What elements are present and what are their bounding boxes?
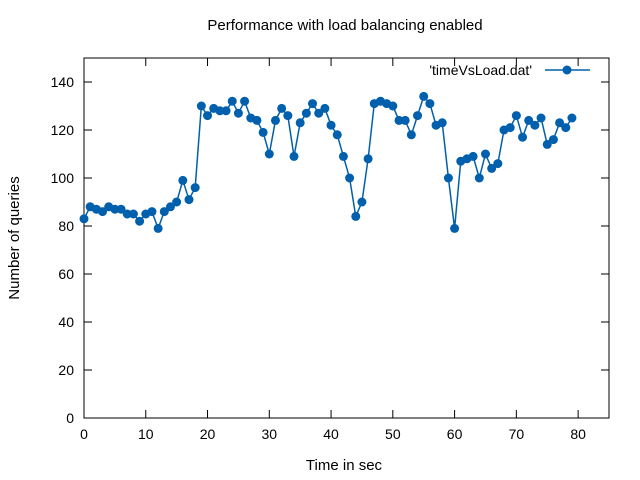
data-point [363, 154, 373, 164]
data-point [332, 130, 342, 140]
x-tick-label: 20 [200, 426, 216, 442]
data-point [536, 113, 546, 123]
data-point [314, 108, 324, 118]
data-point [135, 216, 145, 226]
data-point [308, 99, 318, 109]
legend: 'timeVsLoad.dat' [429, 62, 590, 78]
y-tick-label: 80 [58, 218, 74, 234]
plot-border [83, 57, 610, 419]
y-tick-label: 60 [58, 266, 74, 282]
data-point [555, 118, 565, 128]
legend-label: 'timeVsLoad.dat' [429, 62, 532, 78]
data-point [542, 139, 552, 149]
y-tick-label: 140 [51, 74, 75, 90]
data-point [233, 108, 243, 118]
data-point [116, 204, 126, 214]
y-tick-label: 40 [58, 314, 74, 330]
x-tick-label: 50 [385, 426, 401, 442]
data-point [480, 149, 490, 159]
data-point [240, 96, 250, 106]
data-point [159, 207, 169, 217]
data-point [357, 197, 367, 207]
data-point [172, 197, 182, 207]
data-point [419, 91, 429, 101]
data-point [505, 123, 515, 133]
data-point [468, 151, 478, 161]
data-point [388, 101, 398, 111]
x-tick-label: 70 [509, 426, 525, 442]
data-point [511, 111, 521, 121]
data-point [345, 173, 355, 183]
data-point [413, 111, 423, 121]
data-point [561, 123, 571, 133]
data-point [394, 115, 404, 125]
data-point [524, 115, 534, 125]
data-point [530, 120, 540, 130]
chart-title: Performance with load balancing enabled [207, 17, 482, 34]
plot-frame [83, 57, 610, 419]
data-point [567, 113, 577, 123]
y-tick-label: 0 [66, 410, 74, 426]
y-tick-label: 20 [58, 362, 74, 378]
y-axis-label: Number of queries [6, 176, 23, 299]
data-point [270, 115, 280, 125]
data-point [518, 132, 528, 142]
y-tick-label: 100 [51, 170, 75, 186]
data-point [548, 135, 558, 145]
data-point [351, 211, 361, 221]
data-point [147, 207, 157, 217]
data-point [203, 111, 213, 121]
y-axis: 0 20 40 60 80 100 120 140 [51, 74, 609, 426]
data-point [227, 96, 237, 106]
data-point [338, 151, 348, 161]
data-point [98, 207, 108, 217]
data-point [493, 159, 503, 169]
data-point [122, 209, 132, 219]
data-point [277, 103, 287, 113]
data-point [474, 173, 484, 183]
data-point [425, 99, 435, 109]
data-point [450, 223, 460, 233]
data-point [196, 101, 206, 111]
data-point [326, 120, 336, 130]
x-tick-label: 40 [323, 426, 339, 442]
data-point [301, 108, 311, 118]
data-point [184, 195, 194, 205]
data-point [289, 151, 299, 161]
data-point [283, 111, 293, 121]
x-tick-label: 10 [138, 426, 154, 442]
x-axis-label: Time in sec [306, 457, 383, 474]
data-point [487, 163, 497, 173]
series-layer [79, 91, 577, 233]
legend-marker [562, 65, 572, 75]
x-tick-label: 80 [570, 426, 586, 442]
data-point [190, 183, 200, 193]
x-tick-label: 60 [447, 426, 463, 442]
data-point [221, 106, 231, 116]
data-point [79, 214, 89, 224]
x-tick-label: 0 [80, 426, 88, 442]
y-tick-label: 120 [51, 122, 75, 138]
data-point [406, 130, 416, 140]
data-point [128, 209, 138, 219]
data-point [110, 204, 120, 214]
data-point [264, 149, 274, 159]
data-point [258, 127, 268, 137]
data-point [153, 223, 163, 233]
data-point [437, 118, 447, 128]
data-point [320, 103, 330, 113]
data-point [400, 115, 410, 125]
data-point [215, 106, 225, 116]
data-point [165, 202, 175, 212]
x-tick-label: 30 [262, 426, 278, 442]
x-axis: 0 10 20 30 40 50 60 70 80 [80, 58, 586, 442]
data-point [178, 175, 188, 185]
data-point [252, 115, 262, 125]
data-point [443, 173, 453, 183]
data-point [295, 118, 305, 128]
